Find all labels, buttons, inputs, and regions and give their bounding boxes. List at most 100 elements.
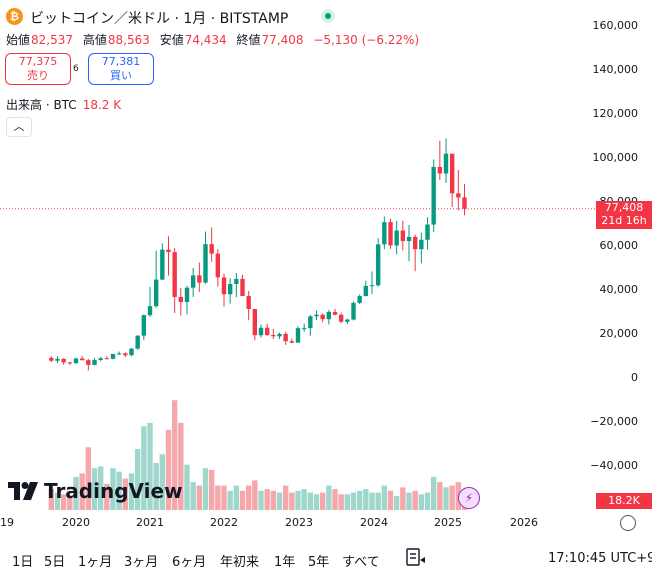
- timeframe-button[interactable]: 3ヶ月: [124, 555, 159, 570]
- volume-bar: [141, 426, 147, 510]
- volume-bar: [215, 485, 221, 510]
- chevron-up-icon: ︿: [13, 120, 25, 133]
- timeframe-button[interactable]: 年初来: [220, 555, 260, 570]
- volume-bar: [338, 494, 344, 510]
- replay-icon[interactable]: [404, 548, 426, 566]
- gear-icon[interactable]: [620, 515, 636, 531]
- collapse-legend-button[interactable]: ︿: [6, 117, 32, 137]
- candle-body: [264, 327, 270, 335]
- candle-body: [382, 222, 387, 245]
- candle-body: [221, 277, 227, 295]
- candle-body: [443, 153, 449, 174]
- timeframe-button[interactable]: 1ヶ月: [78, 555, 113, 570]
- lightning-icon[interactable]: ⚡: [458, 487, 480, 509]
- candle-body: [104, 358, 110, 360]
- volume-bar: [233, 485, 240, 510]
- timeframe-button[interactable]: 5年: [308, 555, 330, 570]
- volume-bar: [344, 494, 351, 510]
- time-axis-tick: 19: [0, 516, 14, 529]
- candle-body: [388, 222, 393, 246]
- candle-body: [295, 328, 301, 343]
- buy-button[interactable]: 77,381 買い: [88, 53, 154, 85]
- high-value: 88,563: [107, 33, 150, 47]
- volume-bar: [270, 490, 277, 510]
- candle-body: [123, 353, 128, 356]
- price-axis-tick: 100,000: [592, 151, 639, 164]
- volume-bar: [171, 400, 178, 510]
- candle-body: [252, 309, 258, 336]
- volume-bar: [319, 492, 326, 510]
- volume-bar: [67, 496, 73, 510]
- volume-bars: [48, 400, 468, 510]
- candle-body: [369, 285, 375, 287]
- volume-bar: [276, 492, 283, 510]
- volume-bar: [147, 422, 153, 510]
- candle-body: [160, 249, 165, 280]
- candle-body: [363, 285, 369, 297]
- volume-bar: [73, 476, 79, 510]
- volume-bar: [264, 489, 270, 510]
- timeframe-button[interactable]: すべて: [342, 555, 380, 570]
- volume-bar: [356, 490, 363, 510]
- volume-tag: 18.2K: [596, 493, 652, 509]
- price-chart[interactable]: [0, 0, 596, 512]
- volume-bar: [449, 485, 455, 510]
- volume-bar: [282, 485, 289, 510]
- candle-body: [400, 230, 406, 242]
- open-label: 始値: [6, 33, 31, 47]
- volume-bar: [258, 490, 264, 510]
- timeframe-button[interactable]: 1日: [12, 555, 34, 570]
- buy-label: 買い: [110, 69, 132, 82]
- volume-bar: [387, 490, 394, 510]
- volume-bar: [227, 490, 233, 510]
- tradingview-logo-icon: [8, 482, 38, 500]
- candle-body: [147, 306, 153, 316]
- volume-bar: [375, 492, 381, 510]
- candle-body: [166, 249, 171, 253]
- volume-bar: [406, 492, 412, 510]
- clock[interactable]: 17:10:45 UTC+9: [548, 551, 652, 566]
- time-axis-tick: 2020: [62, 516, 90, 529]
- volume-bar: [134, 449, 141, 510]
- candle-body: [271, 335, 276, 337]
- bitcoin-icon: ₿: [6, 8, 23, 25]
- close-label: 終値: [236, 33, 261, 47]
- sell-button[interactable]: 77,375 売り: [5, 53, 71, 85]
- price-axis-tick: −20,000: [590, 415, 638, 428]
- time-axis-tick: 2023: [285, 516, 313, 529]
- candle-body: [172, 252, 177, 297]
- volume-label: 出来高 · BTC: [6, 98, 77, 112]
- candle-body: [437, 166, 443, 174]
- symbol-title[interactable]: ビットコイン／米ドル · 1月 · BITSTAMP: [30, 11, 289, 27]
- volume-bar: [437, 482, 443, 510]
- volume-bar: [196, 485, 203, 510]
- change-value: −5,130 (−6.22%): [313, 33, 420, 47]
- volume-bar: [184, 464, 190, 510]
- candle-body: [314, 314, 319, 317]
- candle-body: [110, 354, 116, 359]
- low-label: 安値: [159, 33, 184, 47]
- timeframe-button[interactable]: 6ヶ月: [172, 555, 207, 570]
- candle-body: [92, 359, 97, 365]
- candle-body: [240, 278, 245, 297]
- candle-body: [135, 335, 140, 349]
- time-axis-tick: 2022: [210, 516, 238, 529]
- volume-bar: [301, 489, 307, 510]
- ohlc-legend: 始値82,537 高値88,563 安値74,434 終値77,408 −5,1…: [6, 31, 425, 48]
- volume-bar: [412, 490, 418, 510]
- candle-body: [209, 244, 214, 254]
- candle-body: [301, 328, 307, 330]
- volume-bar: [159, 454, 166, 510]
- volume-bar: [208, 469, 215, 510]
- buy-price: 77,381: [101, 55, 141, 68]
- timeframe-button[interactable]: 5日: [44, 555, 66, 570]
- candle-body: [289, 341, 295, 343]
- volume-bar: [110, 468, 116, 510]
- last-price-value: 77,408: [604, 201, 644, 214]
- candle-body: [351, 302, 356, 320]
- candle-body: [283, 333, 288, 342]
- candle-body: [345, 319, 350, 322]
- timeframe-button[interactable]: 1年: [274, 555, 296, 570]
- volume-bar: [326, 485, 332, 510]
- candle-body: [394, 230, 399, 246]
